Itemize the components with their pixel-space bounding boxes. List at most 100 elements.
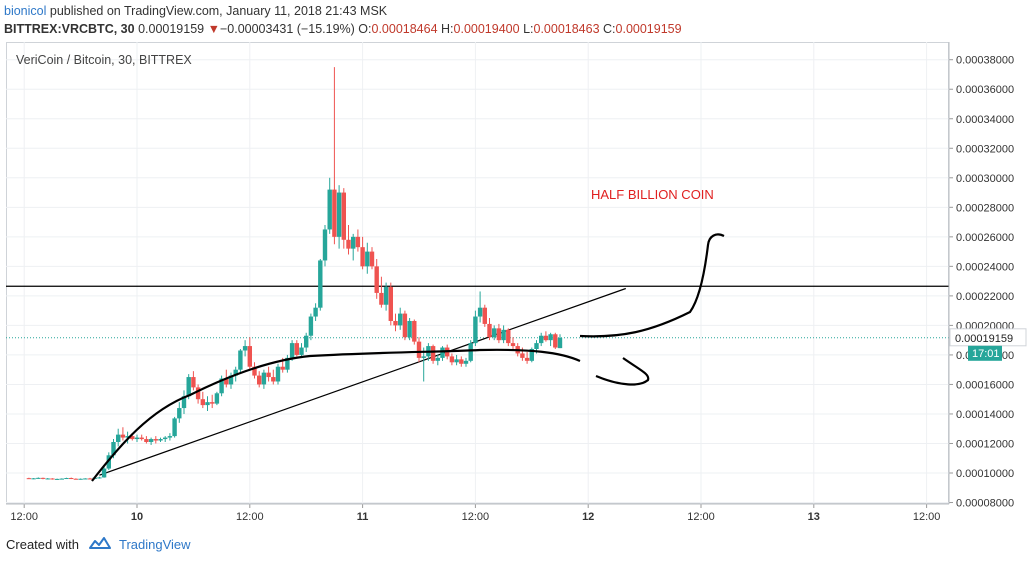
candle-body [407, 320, 412, 338]
trendline [99, 287, 627, 476]
candle-body [459, 359, 464, 364]
candle-body [45, 478, 50, 480]
candle-body [398, 313, 403, 326]
candle-body [134, 437, 140, 440]
x-tick-label: 12:00 [913, 511, 941, 523]
candle-body [139, 437, 144, 440]
candle-body [529, 349, 534, 361]
candle-body [327, 189, 332, 230]
x-tick-label: 13 [808, 511, 820, 523]
y-tick-label: 0.00038000 [956, 55, 1014, 67]
last-price: 0.00019159 [138, 22, 205, 36]
candle-body [50, 478, 55, 480]
y-tick-label: 0.00036000 [956, 84, 1014, 96]
candle-body [280, 366, 285, 370]
candle-body [64, 478, 69, 480]
candle-body [153, 439, 158, 441]
candle-body [510, 343, 516, 347]
candle-body [97, 477, 102, 479]
y-tick-label: 0.00024000 [956, 261, 1014, 273]
candle-body [393, 320, 398, 326]
open-label: O: [358, 22, 372, 36]
candle-body [440, 347, 445, 358]
candle-body [355, 236, 361, 248]
candle-body [332, 189, 337, 237]
countdown-label: 17:01 [972, 348, 1000, 360]
candle-body [496, 328, 502, 341]
candle-body [289, 343, 295, 358]
candle-body [59, 478, 64, 480]
x-tick-label: 12:00 [10, 511, 38, 523]
candle-body [252, 366, 257, 376]
low-label: L: [523, 22, 534, 36]
candle-body [383, 287, 389, 305]
candle-body [73, 478, 79, 480]
candle-body [69, 478, 74, 480]
y-tick-label: 0.00030000 [956, 173, 1014, 185]
tradingview-logo-icon[interactable] [88, 536, 111, 553]
y-tick-label: 0.00012000 [956, 438, 1014, 450]
candle-body [299, 347, 304, 355]
candle-body [116, 434, 121, 443]
candle-body [36, 477, 41, 479]
candle-body [374, 266, 379, 293]
candle-body [336, 192, 342, 237]
candle-body [54, 478, 60, 480]
candle-body [31, 478, 36, 480]
candle-body [351, 236, 356, 249]
candle-body [247, 346, 252, 367]
y-tick-label: 0.00034000 [956, 114, 1014, 126]
candle-body [492, 328, 497, 338]
candle-body [346, 239, 351, 249]
candle-body [487, 323, 492, 338]
candle-body [341, 192, 346, 240]
candle-body [534, 343, 539, 350]
candle-body [83, 478, 88, 480]
x-tick-label: 10 [131, 511, 143, 523]
candle-body [285, 357, 290, 370]
symbol-label: BITTREX:VRCBTC, 30 [4, 22, 135, 36]
candle-body [365, 251, 370, 267]
publish-info: bionicol published on TradingView.com, J… [4, 4, 387, 18]
candle-body [238, 350, 243, 370]
candle-body [125, 436, 130, 438]
candle-body [257, 375, 262, 385]
last-price-label: 0.00019159 [955, 333, 1013, 345]
candle-body [322, 229, 328, 261]
candle-body [242, 346, 248, 351]
candle-body [177, 408, 182, 419]
candle-body [360, 247, 365, 267]
candle-body [520, 353, 525, 358]
candle-body [261, 372, 267, 385]
x-tick-label: 11 [357, 511, 369, 523]
candle-body [266, 372, 271, 378]
candle-body [181, 396, 187, 409]
close-label: C: [603, 22, 616, 36]
y-tick-label: 0.00032000 [956, 143, 1014, 155]
candle-body [144, 439, 149, 443]
close-value: 0.00019159 [615, 22, 682, 36]
candle-body [106, 455, 111, 469]
publish-text: published on TradingView.com, January 11… [46, 4, 388, 18]
candle-body [219, 378, 224, 394]
candle-body [416, 341, 422, 358]
x-tick-label: 12:00 [462, 511, 490, 523]
candle-body [148, 439, 154, 443]
y-tick-label: 0.00014000 [956, 409, 1014, 421]
candle-body [191, 377, 196, 388]
author-link[interactable]: bionicol [4, 4, 47, 18]
tradingview-link[interactable]: TradingView [118, 537, 191, 552]
price-change: −0.00003431 (−15.19%) [219, 22, 355, 36]
candle-body [388, 287, 393, 321]
candle-body [308, 316, 314, 336]
candle-body [224, 378, 229, 385]
candle-body [543, 335, 549, 341]
x-tick-label: 12:00 [236, 511, 264, 523]
candle-body [228, 375, 234, 385]
candle-body [26, 478, 32, 480]
high-label: H: [441, 22, 454, 36]
candle-body [195, 387, 201, 400]
candle-body [111, 442, 116, 456]
x-tick-label: 12 [582, 511, 594, 523]
